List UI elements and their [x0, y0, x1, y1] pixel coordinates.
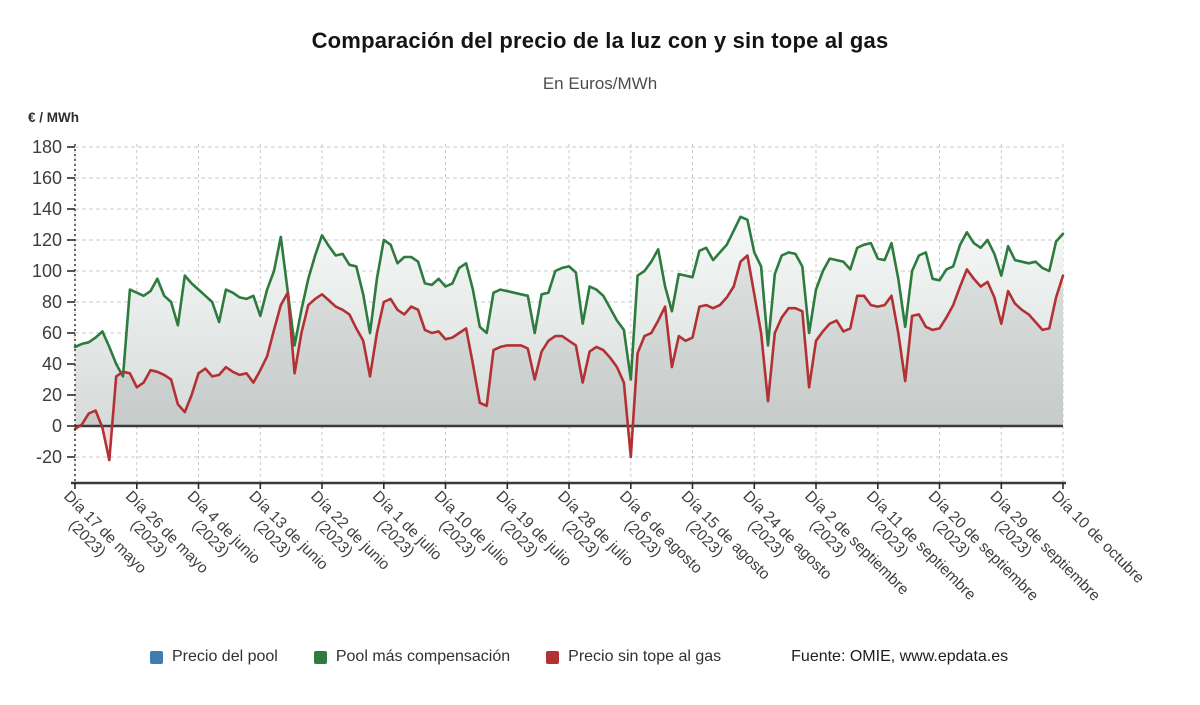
legend-swatch-blue [150, 650, 163, 664]
legend-swatch-red [546, 650, 560, 664]
svg-text:80: 80 [42, 292, 62, 312]
chart-subtitle: En Euros/MWh [542, 74, 658, 93]
area-pool-mas-compensacion [75, 216, 1063, 426]
legend-item-precio-del-pool[interactable]: Precio del pool [150, 648, 278, 666]
legend: Precio del pool Pool más compensación Pr… [150, 648, 1008, 666]
area-sin-tope-positive [75, 255, 1063, 426]
svg-text:120: 120 [32, 230, 62, 250]
legend-item-precio-sin-tope-al-gas[interactable]: Precio sin tope al gas [546, 648, 721, 666]
svg-text:0: 0 [52, 416, 62, 436]
chart-title: Comparación del precio de la luz con y s… [311, 28, 889, 53]
svg-text:140: 140 [32, 199, 62, 219]
svg-text:160: 160 [32, 168, 62, 188]
svg-text:60: 60 [42, 323, 62, 343]
svg-text:-20: -20 [36, 447, 62, 467]
legend-label: Precio del pool [172, 648, 278, 665]
series-line-precio-sin-tope-al-gas [73, 254, 1065, 462]
legend-swatch-green [313, 650, 327, 664]
legend-label: Precio sin tope al gas [568, 648, 722, 665]
series-line-pool-m-s-compensaci-n [73, 215, 1065, 381]
y-axis-ticks [67, 146, 75, 458]
legend-item-pool-mas-compensacion[interactable]: Pool más compensación [313, 648, 511, 666]
y-axis-labels: 180 160 140 120 100 80 60 40 20 0 -20 [32, 137, 62, 467]
x-axis-labels: Día 17 de mayo(2023) Día 26 de mayo(2023)… [60, 488, 1147, 605]
x-axis-ticks [74, 483, 1064, 489]
legend-label: Pool más compensación [335, 648, 511, 665]
svg-text:180: 180 [32, 137, 62, 157]
svg-text:20: 20 [42, 385, 62, 405]
svg-text:40: 40 [42, 354, 62, 374]
y-axis-title: € / MWh [28, 110, 79, 125]
svg-text:100: 100 [32, 261, 62, 281]
source-text: Fuente: OMIE, www.epdata.es [791, 648, 1009, 665]
